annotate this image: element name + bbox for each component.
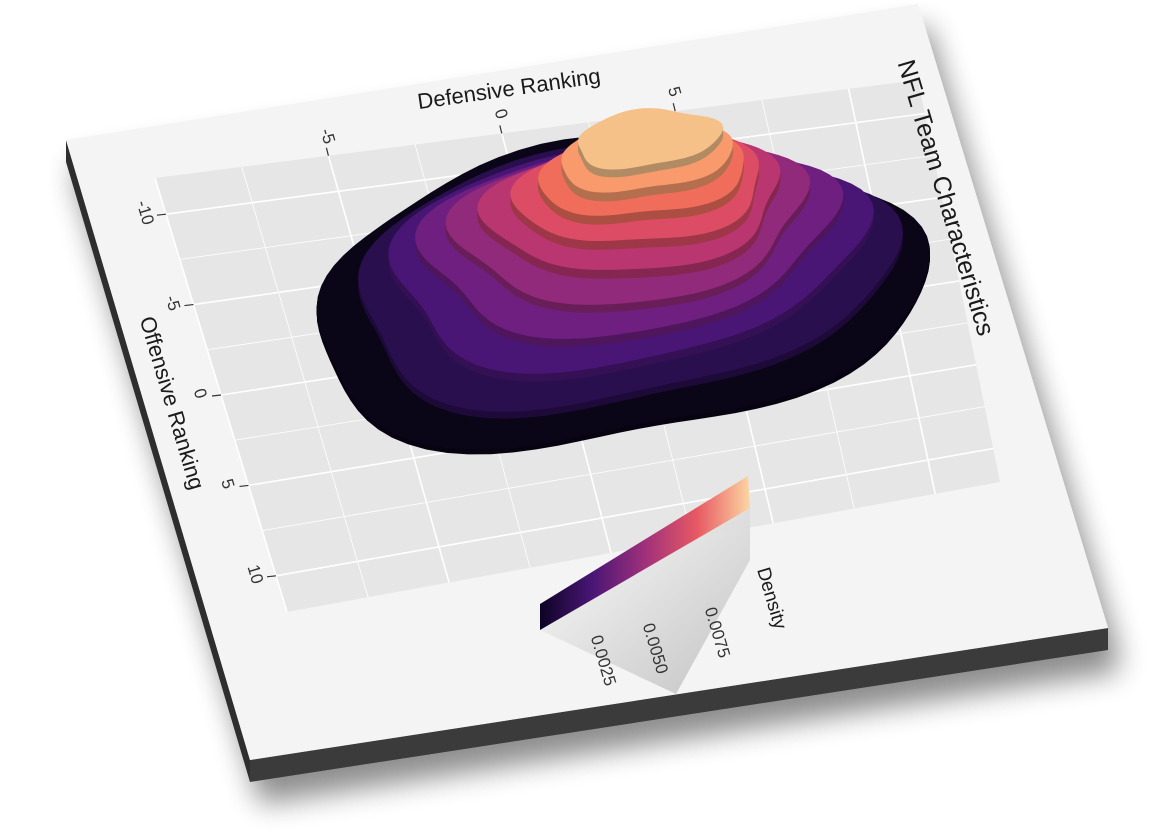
density-layers <box>316 108 930 455</box>
density-layer-top <box>578 108 724 170</box>
y-tick-label: -5 <box>162 293 185 313</box>
y-tick-mark <box>184 303 194 307</box>
grid-line-y <box>262 406 985 532</box>
y-tick-mark <box>239 484 249 488</box>
y-tick-mark <box>156 213 167 216</box>
board-side <box>66 140 250 782</box>
x-tick-mark <box>499 125 503 134</box>
y-tick-mark <box>266 575 277 578</box>
y-tick-label: 10 <box>243 563 267 587</box>
legend-color-ramp <box>540 476 750 630</box>
x-tick-label: -5 <box>316 126 339 146</box>
legend: 0.0025 0.0050 0.0075 Density <box>540 476 790 694</box>
board-front <box>250 628 1108 782</box>
legend-side-panel <box>540 508 750 694</box>
x-tick-mark <box>325 147 329 156</box>
y-tick-mark <box>211 394 222 397</box>
x-tick-mark <box>672 103 676 112</box>
grid-line-y <box>275 447 994 577</box>
